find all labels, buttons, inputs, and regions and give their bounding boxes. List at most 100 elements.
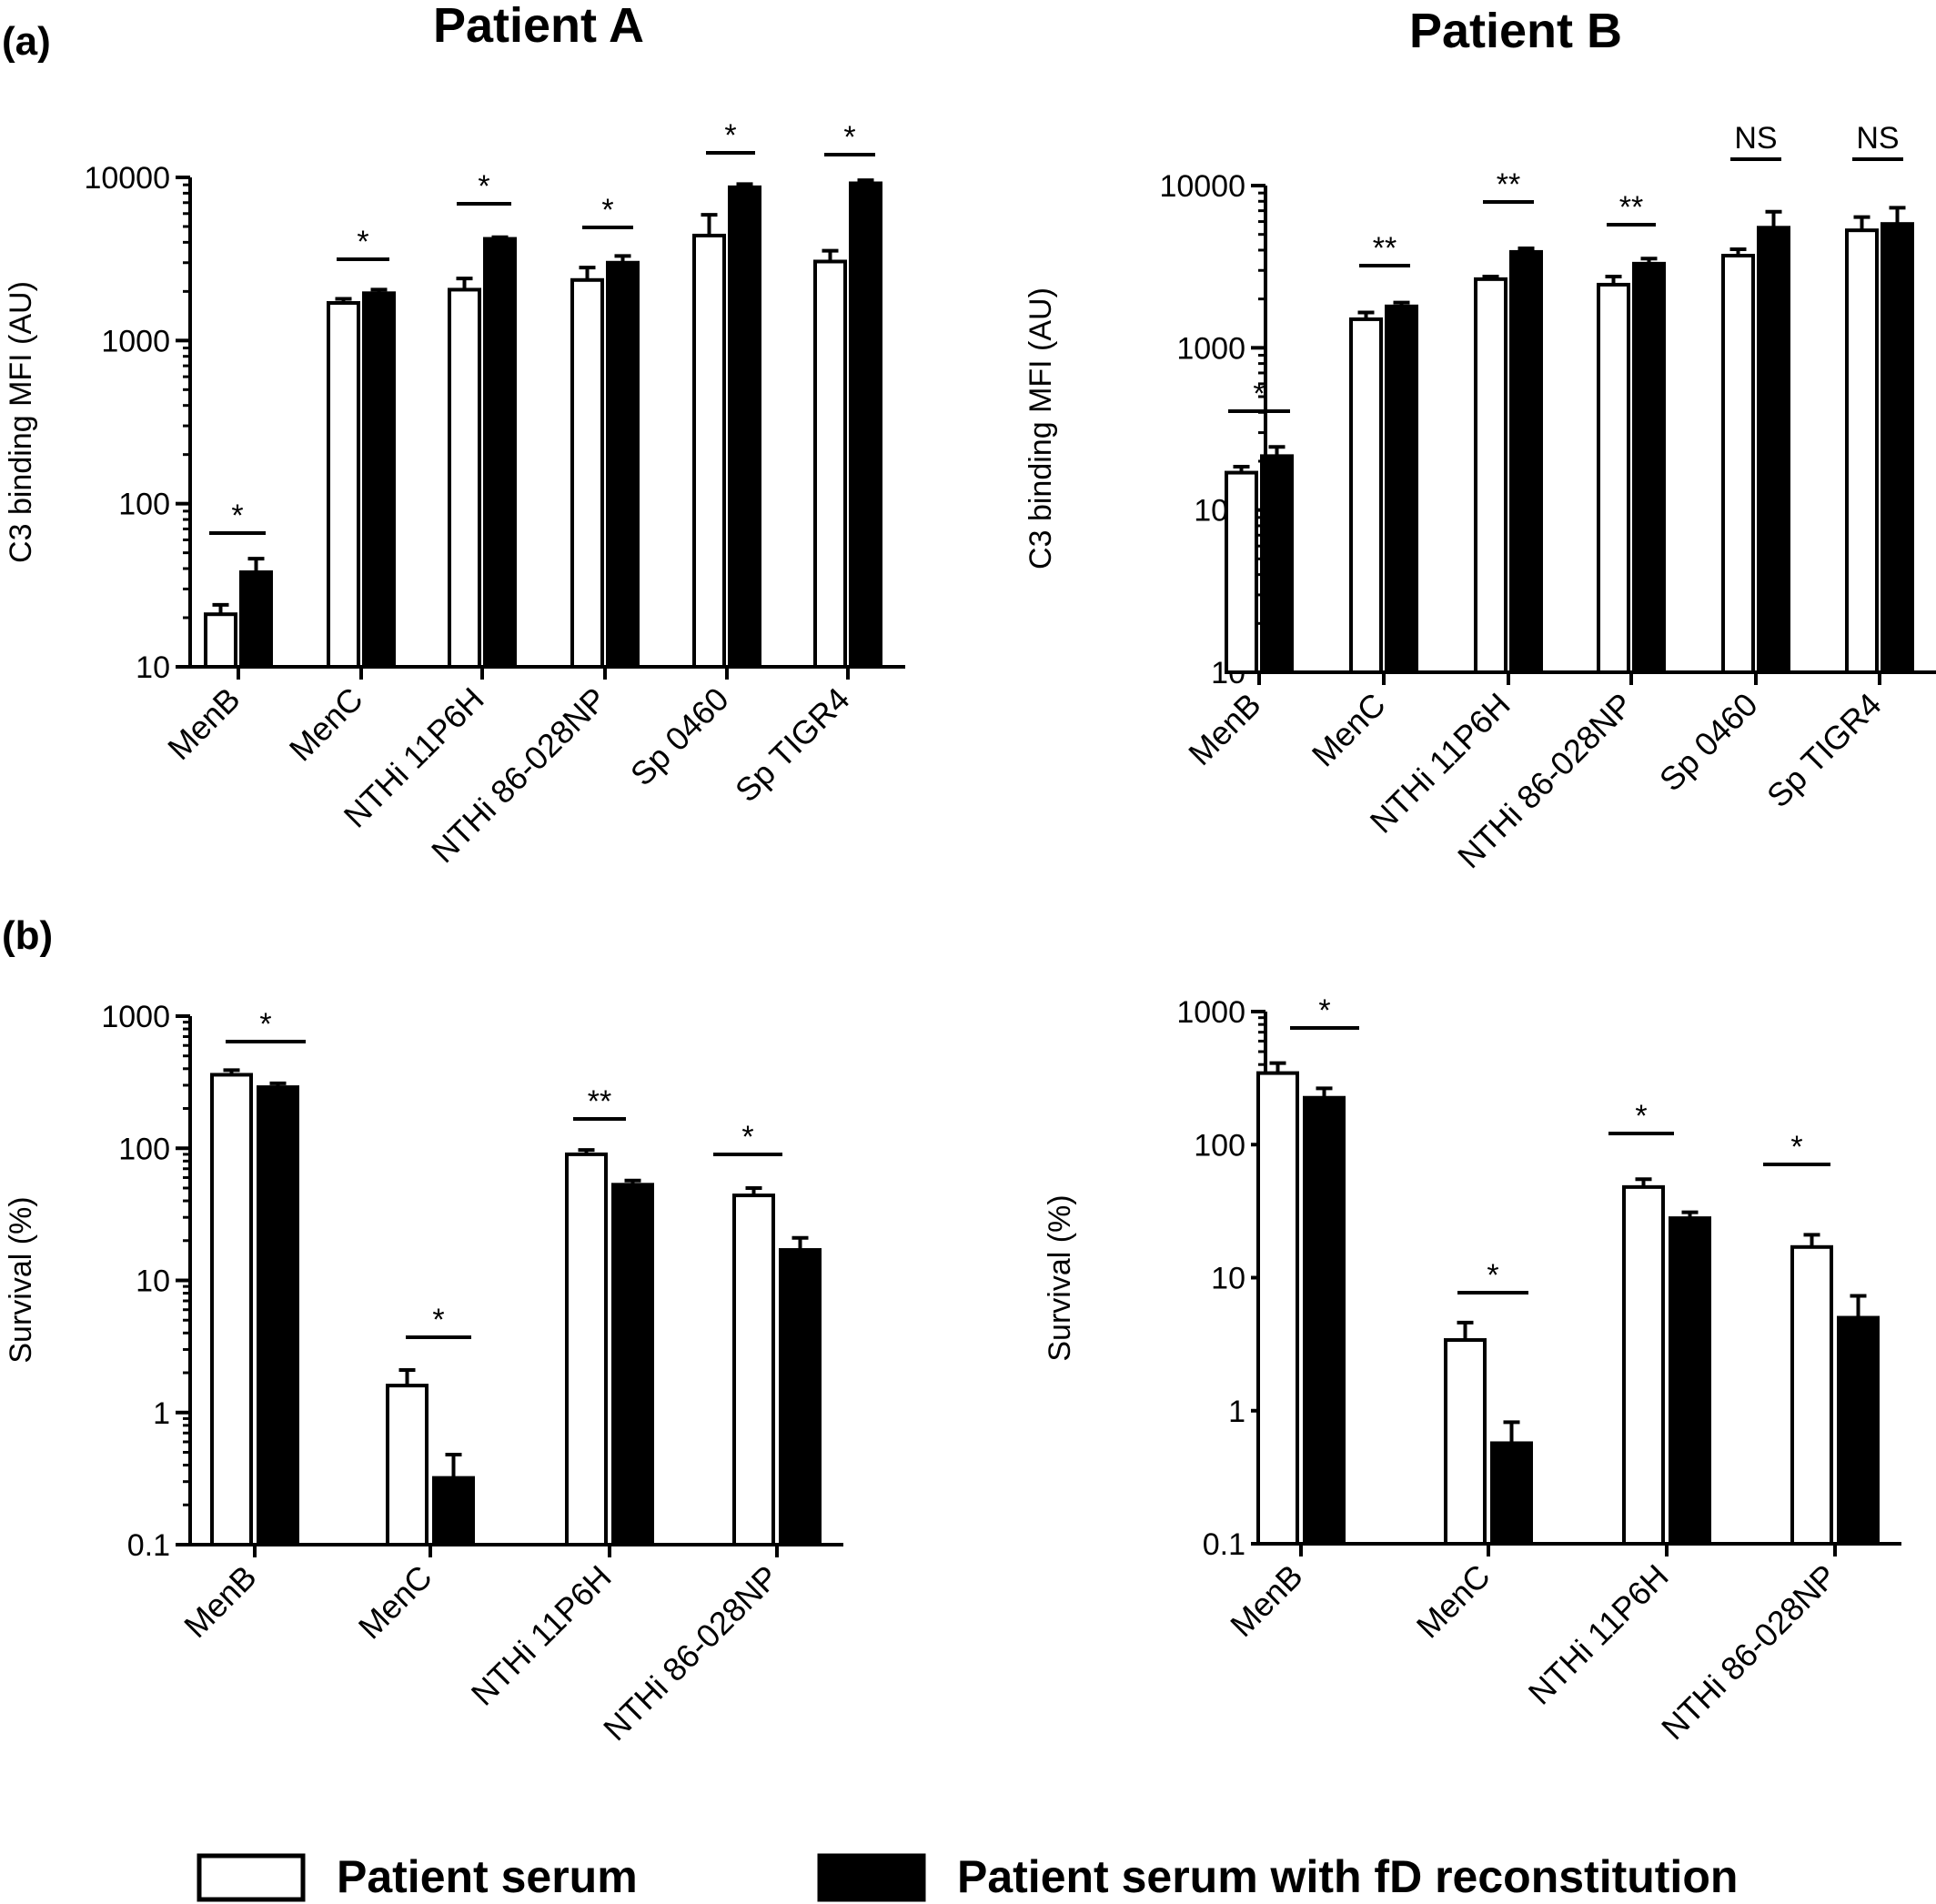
significance-label: * — [1790, 1130, 1802, 1164]
category-label: MenB — [1181, 686, 1267, 772]
significance-label: * — [724, 118, 736, 153]
legend-swatch-open — [197, 1853, 306, 1902]
bar-patient-serum — [813, 259, 847, 669]
bar-fd-reconstitution — [483, 237, 517, 669]
bar-patient-serum — [210, 1073, 253, 1546]
significance-label: * — [231, 499, 243, 533]
bar-fd-reconstitution — [611, 1183, 654, 1547]
y-tick-label: 0.1 — [127, 1528, 170, 1563]
bar-fd-reconstitution — [257, 1085, 299, 1546]
bar-fd-reconstitution — [1509, 249, 1543, 674]
bar-patient-serum — [1444, 1338, 1487, 1546]
bar-fd-reconstitution — [239, 570, 273, 669]
y-tick-label: 10 — [136, 650, 170, 685]
bar-patient-serum — [732, 1194, 775, 1546]
bar-patient-serum — [1845, 228, 1879, 674]
y-tick-label: 100 — [118, 1132, 170, 1166]
significance-label: * — [843, 120, 855, 155]
bar-fd-reconstitution — [1669, 1216, 1711, 1546]
significance-label: * — [259, 1007, 271, 1042]
y-tick-label: 10 — [1211, 1262, 1245, 1296]
bar-fd-reconstitution — [1303, 1095, 1346, 1546]
bar-patient-serum — [1622, 1184, 1665, 1546]
title-patient-b: Patient B — [1409, 4, 1622, 58]
y-tick-label: 1000 — [101, 1000, 170, 1034]
category-label: NTHi 86-028NP — [596, 1558, 786, 1748]
category-label: MenB — [1223, 1557, 1309, 1644]
bar-patient-serum — [1349, 317, 1383, 674]
bar-fd-reconstitution — [728, 185, 761, 670]
chart-a-patient-a: 10 100 1000 10000 C3 binding MFI (AU) MenB * Me… — [4, 118, 905, 870]
bar-patient-serum — [1597, 282, 1630, 674]
significance-label: * — [1253, 377, 1265, 411]
bar-patient-serum — [1721, 254, 1755, 674]
chart-b-patient-b: 0.1 1 10 100 1000 Survival (%) MenB * MenC * NTHi … — [1043, 993, 1901, 1747]
panel-label-b: (b) — [2, 913, 53, 958]
category-label: MenC — [1409, 1557, 1497, 1646]
y-tick-label: 10000 — [84, 161, 170, 196]
panel-label-a: (a) — [2, 19, 51, 64]
significance-label: * — [432, 1303, 444, 1337]
bar-fd-reconstitution — [606, 260, 640, 669]
bar-fd-reconstitution — [1881, 222, 1914, 675]
significance-label: NS — [1734, 121, 1777, 156]
bar-patient-serum — [386, 1384, 429, 1546]
category-label: MenC — [282, 680, 370, 769]
category-label: NTHi 86-028NP — [1654, 1557, 1844, 1748]
category-label: MenC — [351, 1558, 439, 1647]
category-label: Sp TIGR4 — [728, 680, 857, 810]
bar-fd-reconstitution — [779, 1248, 822, 1547]
category-label: NTHi 11P6H — [1521, 1557, 1676, 1712]
bar-fd-reconstitution — [1837, 1315, 1880, 1546]
significance-label: * — [1487, 1258, 1498, 1293]
bar-fd-reconstitution — [362, 291, 396, 669]
legend: Patient serum Patient serum with fD reco… — [197, 1851, 1738, 1902]
legend-label-open: Patient serum — [337, 1851, 638, 1902]
significance-label: * — [741, 1120, 753, 1154]
y-tick-label: 1 — [1228, 1395, 1245, 1429]
significance-label: * — [1635, 1099, 1647, 1133]
significance-label: * — [478, 169, 489, 204]
y-tick-label: 1 — [153, 1396, 170, 1431]
category-label: Sp 0460 — [1652, 686, 1765, 799]
category-label: MenC — [1305, 686, 1393, 774]
y-tick-label: 1000 — [101, 324, 170, 358]
bar-fd-reconstitution — [1490, 1441, 1533, 1546]
y-tick-label: 10 — [136, 1264, 170, 1299]
bar-fd-reconstitution — [1632, 261, 1666, 674]
significance-label: * — [601, 193, 613, 227]
category-label: MenB — [160, 680, 247, 767]
bar-fd-reconstitution — [849, 181, 882, 669]
bar-patient-serum — [565, 1152, 608, 1546]
y-tick-label: 100 — [1194, 1128, 1245, 1163]
y-axis-title: Survival (%) — [4, 1196, 38, 1363]
bar-fd-reconstitution — [1260, 454, 1294, 674]
bar-patient-serum — [1790, 1244, 1833, 1546]
significance-label: ** — [588, 1084, 611, 1119]
significance-label: ** — [1497, 167, 1520, 202]
bar-patient-serum — [1256, 1071, 1299, 1546]
significance-label: ** — [1619, 190, 1643, 225]
bar-fd-reconstitution — [432, 1476, 475, 1546]
bar-patient-serum — [204, 612, 237, 669]
y-tick-label: 1000 — [1176, 331, 1245, 366]
significance-label: * — [357, 225, 368, 259]
bar-patient-serum — [1225, 470, 1258, 674]
bar-patient-serum — [327, 301, 360, 669]
y-axis-title: C3 binding MFI (AU) — [1023, 287, 1058, 569]
bar-patient-serum — [448, 287, 481, 669]
chart-b-patient-a: 0.1 1 10 100 1000 Survival (%) MenB * MenC * NTHi … — [4, 1000, 843, 1748]
bar-patient-serum — [692, 233, 726, 669]
legend-label-filled: Patient serum with fD reconstitution — [957, 1851, 1738, 1902]
category-label: MenB — [176, 1558, 263, 1645]
y-tick-label: 0.1 — [1203, 1527, 1245, 1562]
bar-patient-serum — [1474, 277, 1507, 674]
bar-fd-reconstitution — [1385, 304, 1418, 674]
category-label: Sp 0460 — [623, 680, 736, 793]
category-label: NTHi 11P6H — [464, 1558, 619, 1713]
significance-label: * — [1318, 993, 1330, 1028]
y-axis-title: C3 binding MFI (AU) — [4, 281, 38, 563]
y-axis-title: Survival (%) — [1043, 1194, 1077, 1361]
